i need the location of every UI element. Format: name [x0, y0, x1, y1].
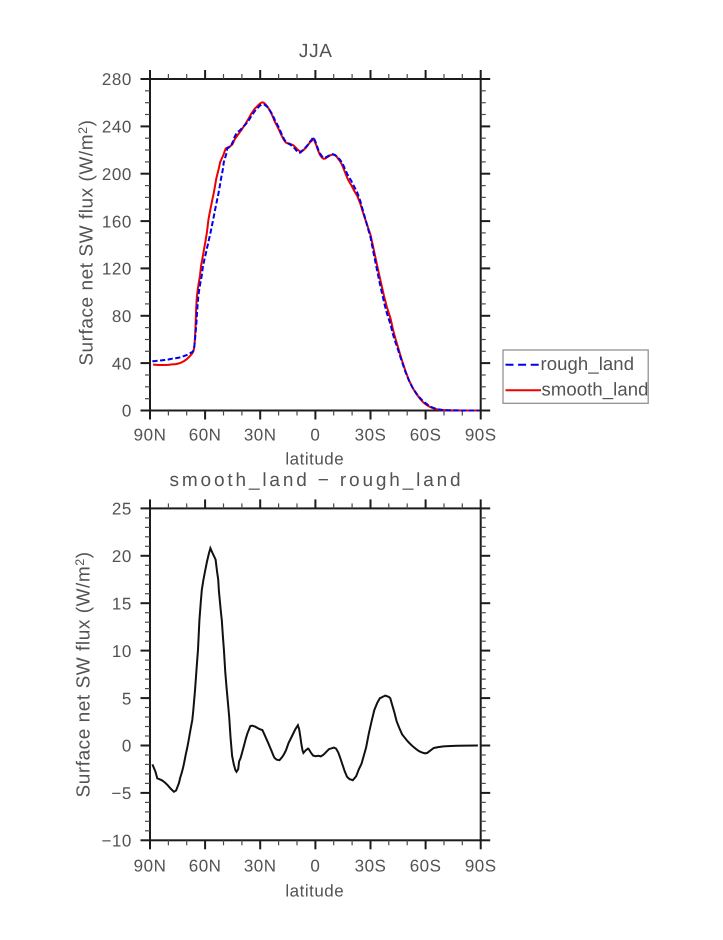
svg-text:240: 240: [102, 118, 132, 137]
svg-text:latitude: latitude: [285, 882, 344, 901]
svg-text:120: 120: [102, 260, 132, 279]
svg-text:0: 0: [310, 857, 320, 876]
svg-text:30S: 30S: [355, 857, 387, 876]
svg-text:Surface net SW flux (W/m2): Surface net SW flux (W/m2): [73, 551, 95, 797]
svg-text:0: 0: [310, 425, 320, 444]
svg-text:30S: 30S: [355, 425, 387, 444]
svg-text:280: 280: [102, 70, 132, 89]
svg-text:5: 5: [122, 689, 132, 708]
svg-text:−10: −10: [101, 832, 131, 851]
svg-text:JJA: JJA: [299, 41, 333, 62]
svg-text:60N: 60N: [189, 425, 222, 444]
svg-text:−5: −5: [111, 784, 131, 803]
svg-text:20: 20: [112, 547, 132, 566]
svg-text:90N: 90N: [134, 425, 167, 444]
svg-text:30N: 30N: [244, 857, 277, 876]
svg-text:90N: 90N: [134, 857, 167, 876]
svg-text:25: 25: [112, 500, 132, 519]
svg-text:0: 0: [122, 737, 132, 756]
svg-text:200: 200: [102, 165, 132, 184]
svg-text:latitude: latitude: [285, 449, 344, 468]
svg-text:rough_land: rough_land: [541, 353, 635, 374]
svg-text:smooth_land: smooth_land: [542, 378, 649, 399]
svg-text:80: 80: [112, 307, 132, 326]
svg-text:60S: 60S: [410, 425, 442, 444]
svg-text:15: 15: [112, 594, 132, 613]
svg-text:0: 0: [122, 402, 132, 421]
svg-text:smooth_land − rough_land: smooth_land − rough_land: [170, 470, 464, 491]
svg-text:40: 40: [112, 354, 132, 373]
svg-text:60N: 60N: [189, 857, 222, 876]
svg-text:160: 160: [102, 212, 132, 231]
svg-text:30N: 30N: [244, 425, 277, 444]
svg-text:10: 10: [112, 642, 132, 661]
svg-text:90S: 90S: [465, 857, 497, 876]
svg-text:Surface net SW flux (W/m2): Surface net SW flux (W/m2): [76, 120, 98, 366]
svg-text:90S: 90S: [465, 425, 497, 444]
svg-text:60S: 60S: [410, 857, 442, 876]
